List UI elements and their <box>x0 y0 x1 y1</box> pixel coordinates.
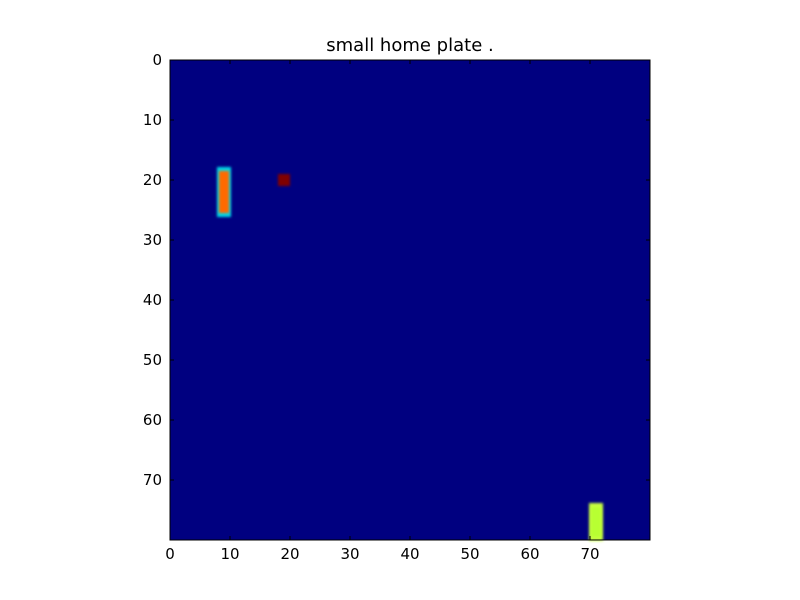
plot-area <box>170 60 650 541</box>
y-tick-label: 60 <box>143 411 162 429</box>
x-tick-label: 20 <box>280 545 299 563</box>
x-tick-label: 10 <box>220 545 239 563</box>
y-tick-label: 70 <box>143 471 162 489</box>
left-paddle <box>217 167 231 217</box>
x-tick-label: 60 <box>520 545 539 563</box>
x-tick-label: 50 <box>460 545 479 563</box>
right-paddle <box>589 503 603 541</box>
x-tick-label: 0 <box>165 545 175 563</box>
right-paddle-core <box>591 507 601 537</box>
ball <box>278 174 290 186</box>
y-tick-label: 40 <box>143 291 162 309</box>
left-paddle-core <box>219 171 229 213</box>
x-tick-label: 30 <box>340 545 359 563</box>
x-tick-label: 40 <box>400 545 419 563</box>
axes: 0 10 20 30 40 50 60 70 0 10 20 30 40 50 60 70 <box>143 51 651 563</box>
plot-title: small home plate . <box>326 35 494 56</box>
y-tick-label: 30 <box>143 231 162 249</box>
y-tick-label: 20 <box>143 171 162 189</box>
heatmap-background <box>170 60 650 540</box>
y-tick-label: 0 <box>152 51 162 69</box>
x-tick-label: 70 <box>580 545 599 563</box>
y-tick-label: 50 <box>143 351 162 369</box>
y-tick-label: 10 <box>143 111 162 129</box>
